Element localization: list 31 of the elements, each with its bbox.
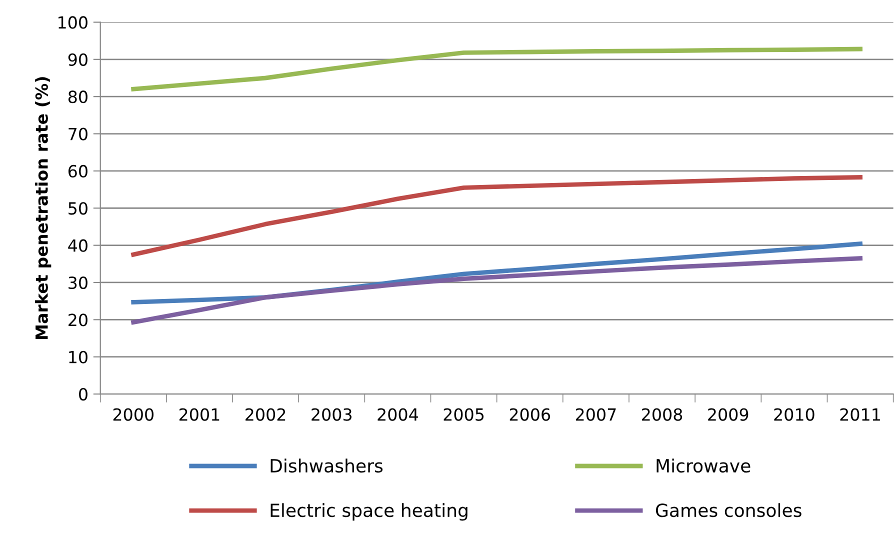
x-tick-label: 2000 bbox=[113, 408, 154, 421]
line-series bbox=[131, 46, 862, 92]
legend-label: Dishwashers bbox=[270, 458, 383, 473]
y-tick-label: 20 bbox=[68, 314, 88, 326]
x-tick-label: 2004 bbox=[378, 408, 418, 421]
x-tick-label: 2008 bbox=[642, 408, 682, 421]
legend-label: Games consoles bbox=[656, 503, 802, 518]
y-axis-title: Market penetration rate (%) bbox=[35, 77, 52, 340]
x-tick-label: 2005 bbox=[444, 408, 484, 421]
y-tick-label: 10 bbox=[69, 350, 88, 364]
x-tick-label: 2009 bbox=[708, 408, 748, 421]
legend-label: Electric space heating bbox=[270, 503, 468, 521]
y-tick-label: 100 bbox=[58, 16, 88, 29]
y-tick-label: 70 bbox=[68, 128, 88, 140]
legend-label: Microwave bbox=[656, 458, 750, 473]
x-tick-label: 2003 bbox=[312, 408, 352, 421]
y-tick-label: 40 bbox=[68, 239, 88, 252]
y-tick-label: 90 bbox=[68, 53, 88, 66]
x-tick-label: 2007 bbox=[576, 408, 616, 421]
y-tick-label: 50 bbox=[68, 202, 88, 215]
x-tick-label: 2001 bbox=[179, 408, 220, 421]
x-tick-label: 2006 bbox=[510, 408, 550, 421]
line-series bbox=[131, 175, 862, 257]
x-tick-label: 2010 bbox=[774, 408, 814, 421]
y-tick-label: 30 bbox=[68, 276, 88, 290]
line-series bbox=[131, 256, 862, 324]
y-tick-label: 0 bbox=[79, 388, 88, 401]
y-tick-label: 60 bbox=[68, 164, 88, 178]
y-tick-label: 80 bbox=[68, 90, 88, 104]
x-tick-label: 2002 bbox=[246, 408, 286, 421]
x-tick-label: 2011 bbox=[840, 408, 880, 421]
